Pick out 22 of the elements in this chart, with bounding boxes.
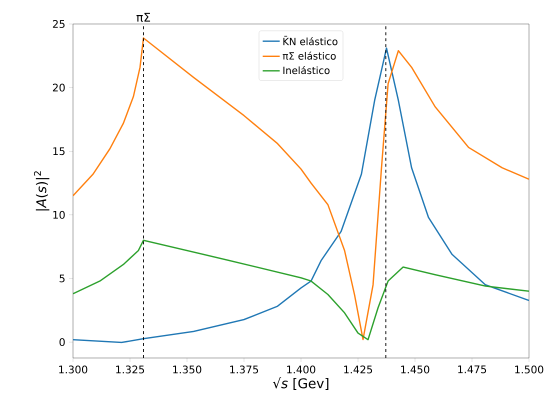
y-tick-label: 0 [60, 338, 65, 346]
ref-line-label: πΣ [136, 12, 150, 22]
x-tick-label: 1.500 [515, 366, 544, 374]
legend-label: K̄N elástico [283, 36, 338, 46]
x-axis-title: √s [Gev] [272, 377, 328, 390]
x-tick-label: 1.450 [401, 366, 430, 374]
x-tick-label: 1.400 [287, 366, 316, 374]
line-series [73, 240, 530, 340]
x-tick-label: 1.300 [59, 366, 88, 374]
x-tick-label: 1.475 [458, 366, 486, 374]
y-tick-label: 25 [52, 20, 65, 28]
x-tick-label: 1.425 [344, 366, 372, 374]
x-tick-label: 1.350 [173, 366, 202, 374]
x-tick-label: 1.375 [230, 366, 258, 374]
x-tick-label: 1.325 [116, 366, 144, 374]
legend-label: Inelástico [283, 66, 330, 74]
y-axis-title: |A(s)|$^{2}$ [34, 171, 50, 210]
y-tick-label: 10 [53, 210, 65, 219]
y-tick-label: 15 [53, 147, 65, 156]
y-tick-label: 20 [52, 84, 65, 92]
y-tick-label: 5 [60, 274, 65, 282]
legend-label: πΣ elástico [282, 52, 336, 60]
